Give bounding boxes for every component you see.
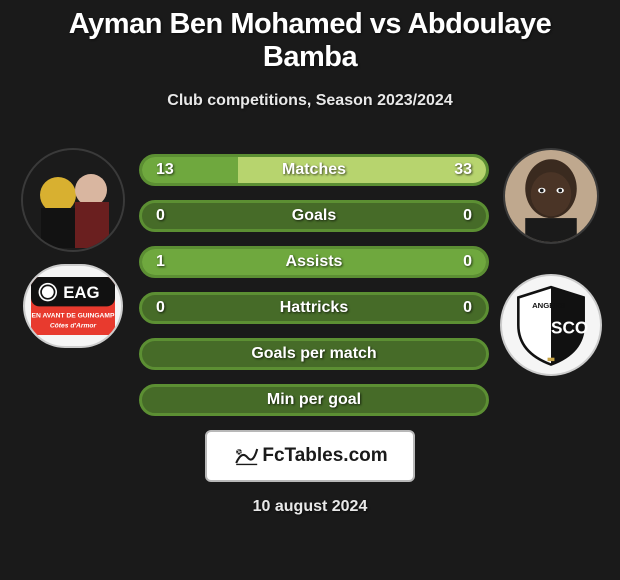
stat-value-right: 0 xyxy=(463,299,472,317)
main-row: EAG EN AVANT DE GUINGAMP Côtes d'Armor M… xyxy=(18,148,602,416)
fctables-logo-icon xyxy=(232,442,260,470)
brand-watermark: FcTables.com xyxy=(205,430,415,482)
avatar-placeholder-icon xyxy=(23,150,123,250)
stat-value-right: 0 xyxy=(463,253,472,271)
svg-text:Côtes d'Armor: Côtes d'Armor xyxy=(50,322,97,329)
stat-value-right: 33 xyxy=(454,161,472,179)
bar-fill-right xyxy=(238,157,486,183)
stat-value-left: 1 xyxy=(156,253,165,271)
eag-badge-icon: EAG EN AVANT DE GUINGAMP Côtes d'Armor xyxy=(31,277,115,336)
date-line: 10 august 2024 xyxy=(18,498,602,516)
right-player-column: ANGERS SCO xyxy=(500,148,602,376)
player-left-club-badge: EAG EN AVANT DE GUINGAMP Côtes d'Armor xyxy=(23,264,123,348)
stat-label: Assists xyxy=(286,253,343,271)
subtitle: Club competitions, Season 2023/2024 xyxy=(18,92,602,110)
stat-label: Goals xyxy=(292,207,336,225)
player-right-avatar xyxy=(503,148,599,244)
svg-text:EN AVANT DE GUINGAMP: EN AVANT DE GUINGAMP xyxy=(32,312,115,319)
stat-bar-min-per-goal: Min per goal xyxy=(139,384,489,416)
stat-value-right: 0 xyxy=(463,207,472,225)
left-player-column: EAG EN AVANT DE GUINGAMP Côtes d'Armor xyxy=(18,148,128,348)
stat-label: Goals per match xyxy=(251,345,376,363)
avatar-placeholder-icon xyxy=(505,150,597,242)
stat-label: Min per goal xyxy=(267,391,361,409)
stat-label: Matches xyxy=(282,161,346,179)
stat-label: Hattricks xyxy=(280,299,348,317)
stat-bar-goals: Goals 0 0 xyxy=(139,200,489,232)
stat-bar-assists: Assists 1 0 xyxy=(139,246,489,278)
brand-text: FcTables.com xyxy=(262,445,387,467)
player-left-avatar xyxy=(21,148,125,252)
svg-text:SCO: SCO xyxy=(551,318,588,338)
stat-value-left: 0 xyxy=(156,299,165,317)
page-title: Ayman Ben Mohamed vs Abdoulaye Bamba xyxy=(18,8,602,74)
comparison-card: Ayman Ben Mohamed vs Abdoulaye Bamba Clu… xyxy=(0,0,620,516)
stats-bars: Matches1333Goals00Assists10Hattricks00Go… xyxy=(139,148,489,416)
stat-bar-hattricks: Hattricks 0 0 xyxy=(139,292,489,324)
stat-value-left: 0 xyxy=(156,207,165,225)
player-right-club-badge: ANGERS SCO xyxy=(500,274,602,376)
stat-bar-goals-per-match: Goals per match xyxy=(139,338,489,370)
svg-text:ANGERS: ANGERS xyxy=(532,301,565,310)
svg-text:EAG: EAG xyxy=(63,283,99,302)
stat-bar-matches: Matches 13 33 xyxy=(139,154,489,186)
stat-value-left: 13 xyxy=(156,161,174,179)
angers-badge-icon: ANGERS SCO xyxy=(508,282,594,368)
